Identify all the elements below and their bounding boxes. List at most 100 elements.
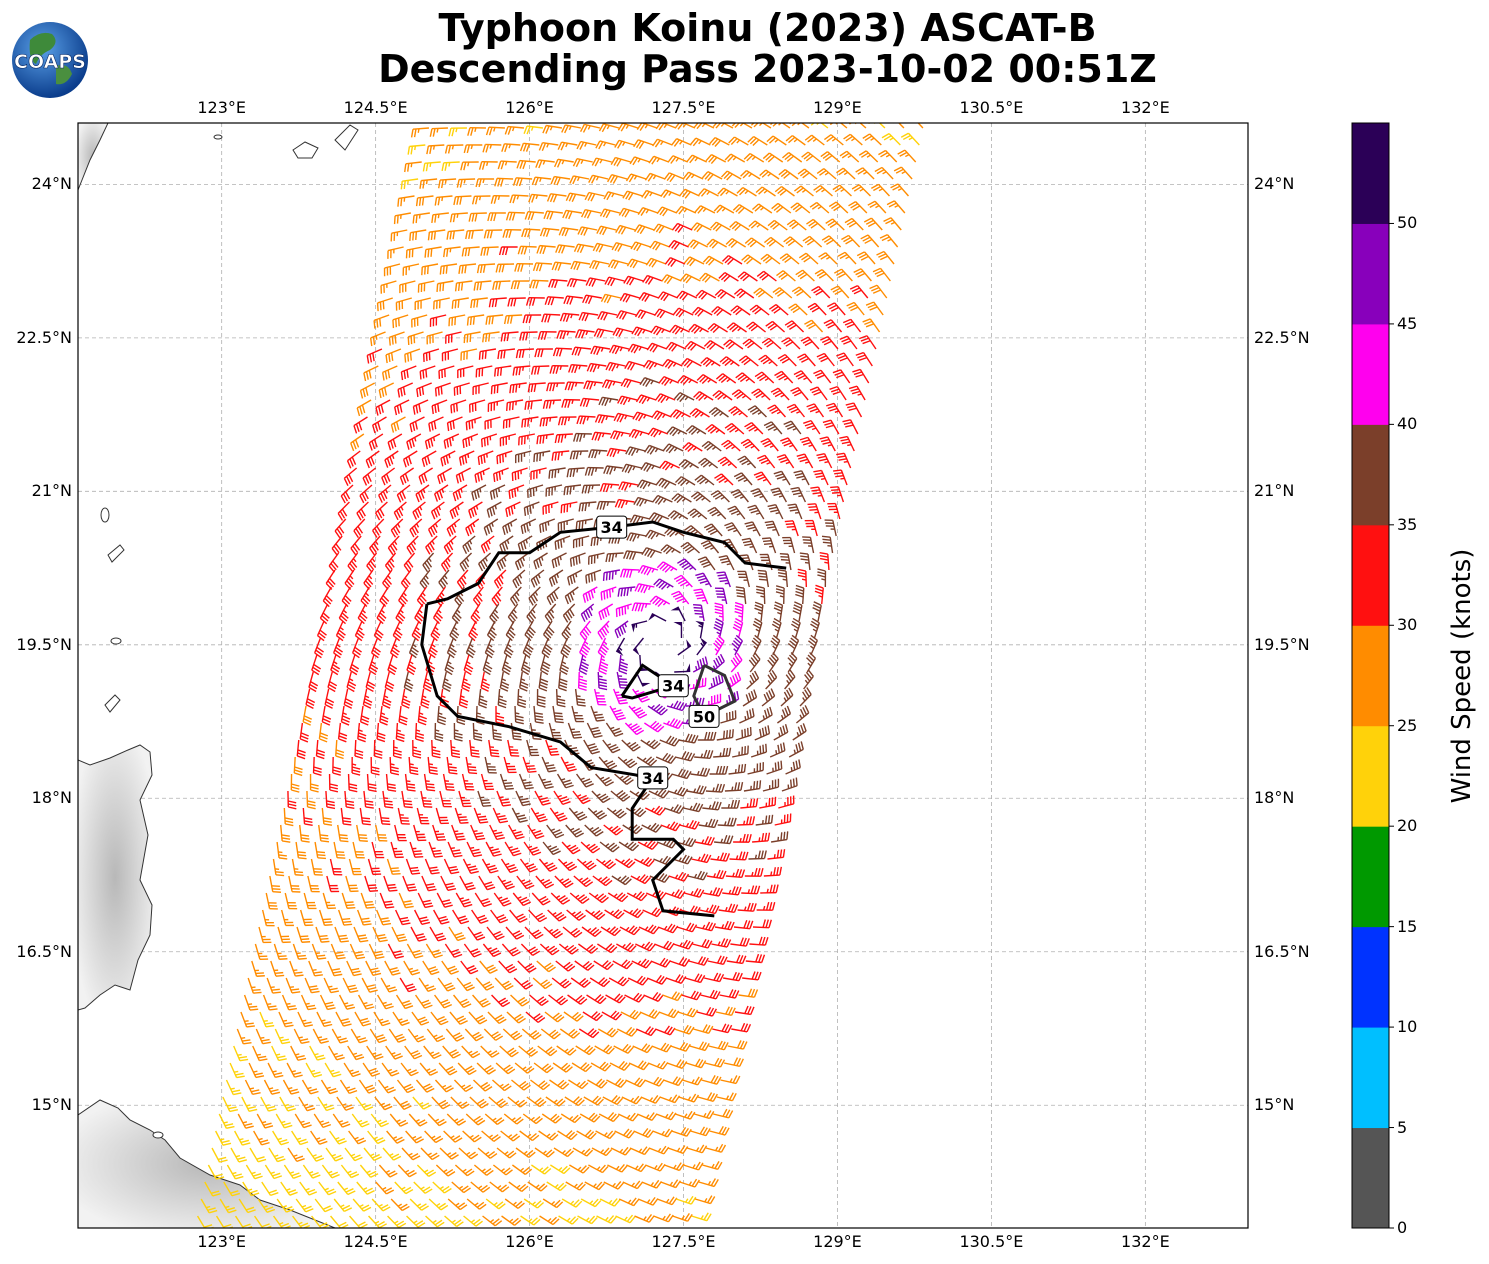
- colorbar-tick-label: 10: [1397, 1017, 1418, 1037]
- wind-barb: [836, 352, 854, 367]
- wind-barb: [790, 202, 811, 214]
- wind-barb: [441, 348, 459, 362]
- wind-barb: [751, 388, 771, 401]
- logo-text: COAPS: [14, 51, 86, 73]
- wind-barb: [797, 353, 816, 367]
- lat-tick-label-right: 15°N: [1254, 1095, 1295, 1115]
- wind-barb: [781, 337, 801, 350]
- wind-barb: [373, 314, 390, 329]
- wind-barb: [681, 357, 702, 368]
- wind-barb: [487, 399, 505, 412]
- wind-barb: [705, 154, 727, 165]
- wind-barb: [543, 210, 563, 220]
- lat-tick-label-right: 19.5°N: [1254, 634, 1310, 654]
- wind-barb: [466, 314, 485, 326]
- lat-tick-label-right: 16.5°N: [1254, 941, 1310, 961]
- wind-barb: [596, 225, 617, 236]
- wind-barb: [900, 132, 920, 146]
- wind-barb: [544, 296, 564, 306]
- wind-barb: [749, 304, 770, 316]
- lon-tick-label-bottom: 129°E: [813, 1232, 862, 1251]
- lat-tick-label-right: 22.5°N: [1254, 327, 1310, 347]
- island: [100, 507, 110, 523]
- wind-barb: [713, 204, 735, 214]
- land-layer: [78, 123, 359, 1228]
- wind-barb: [771, 202, 792, 214]
- wind-barb: [675, 205, 697, 215]
- wind-barb: [467, 126, 486, 136]
- wind-barb: [465, 416, 482, 431]
- wind-barb: [537, 330, 557, 340]
- wind-barb: [525, 296, 545, 306]
- wind-barbs: [196, 123, 924, 1228]
- wind-barb: [879, 234, 899, 248]
- wind-barb: [350, 433, 365, 452]
- wind-barb: [756, 270, 777, 282]
- wind-barb: [658, 375, 679, 386]
- wind-barb: [458, 263, 477, 274]
- wind-barb: [785, 135, 806, 146]
- wind-barb: [431, 399, 448, 415]
- wind-barb: [428, 416, 444, 432]
- wind-barb: [530, 365, 550, 375]
- wind-barb: [862, 318, 881, 333]
- wind-barb: [608, 344, 630, 355]
- wind-barb: [410, 127, 429, 138]
- wind-barb: [657, 291, 679, 302]
- wind-barb: [642, 274, 663, 285]
- wind-barb: [818, 252, 838, 265]
- wind-barb: [752, 203, 773, 214]
- wind-barb: [626, 258, 648, 269]
- wind-barb: [644, 172, 666, 182]
- wind-barb: [806, 403, 825, 418]
- wind-barb: [804, 319, 824, 333]
- wind-barb: [532, 262, 553, 272]
- wind-barb: [551, 261, 572, 271]
- wind-barb: [712, 123, 734, 129]
- wind-barb: [539, 227, 560, 237]
- wind-barb: [475, 178, 495, 188]
- wind-barb: [765, 320, 786, 333]
- wind-barb: [469, 399, 486, 413]
- wind-barb: [378, 382, 395, 399]
- wind-barb: [874, 166, 894, 180]
- wind-barb: [647, 427, 669, 438]
- wind-barb: [645, 257, 667, 268]
- wind-barb: [860, 234, 880, 248]
- wind-barb: [387, 246, 404, 259]
- wind-barb: [732, 203, 754, 214]
- wind-barb: [521, 228, 541, 238]
- wind-barb: [661, 274, 682, 285]
- wind-barb: [572, 432, 592, 442]
- wind-barb: [836, 167, 856, 180]
- wind-barb: [512, 177, 533, 187]
- wind-barb: [807, 302, 827, 316]
- wind-barb: [433, 297, 450, 310]
- wind-barb: [463, 144, 483, 154]
- wind-barb: [443, 246, 461, 258]
- wind-barb: [664, 257, 686, 268]
- wind-barb: [577, 226, 598, 236]
- colorbar-tick-label: 30: [1397, 615, 1418, 635]
- wind-barb: [563, 295, 583, 305]
- wind-barb: [669, 324, 690, 335]
- wind-barb: [622, 190, 643, 201]
- wind-barb: [687, 239, 708, 250]
- wind-barb: [409, 229, 427, 241]
- chart-title-line2: Descending Pass 2023-10-02 00:51Z: [378, 47, 1157, 91]
- wind-barb: [546, 382, 565, 392]
- wind-barb: [518, 433, 535, 446]
- wind-barb: [353, 416, 368, 434]
- wind-barb: [390, 416, 406, 433]
- wind-barb: [583, 380, 603, 390]
- wind-barb: [858, 335, 877, 350]
- wind-barb: [426, 144, 445, 155]
- colorbar-segment: [1352, 223, 1389, 325]
- wind-barb: [480, 246, 499, 256]
- wind-barb: [809, 201, 830, 214]
- wind-barb: [712, 390, 733, 401]
- wind-barb: [399, 280, 416, 294]
- wind-barb: [690, 137, 711, 147]
- wind-barb: [897, 149, 917, 163]
- lat-tick-label-right: 24°N: [1254, 174, 1295, 194]
